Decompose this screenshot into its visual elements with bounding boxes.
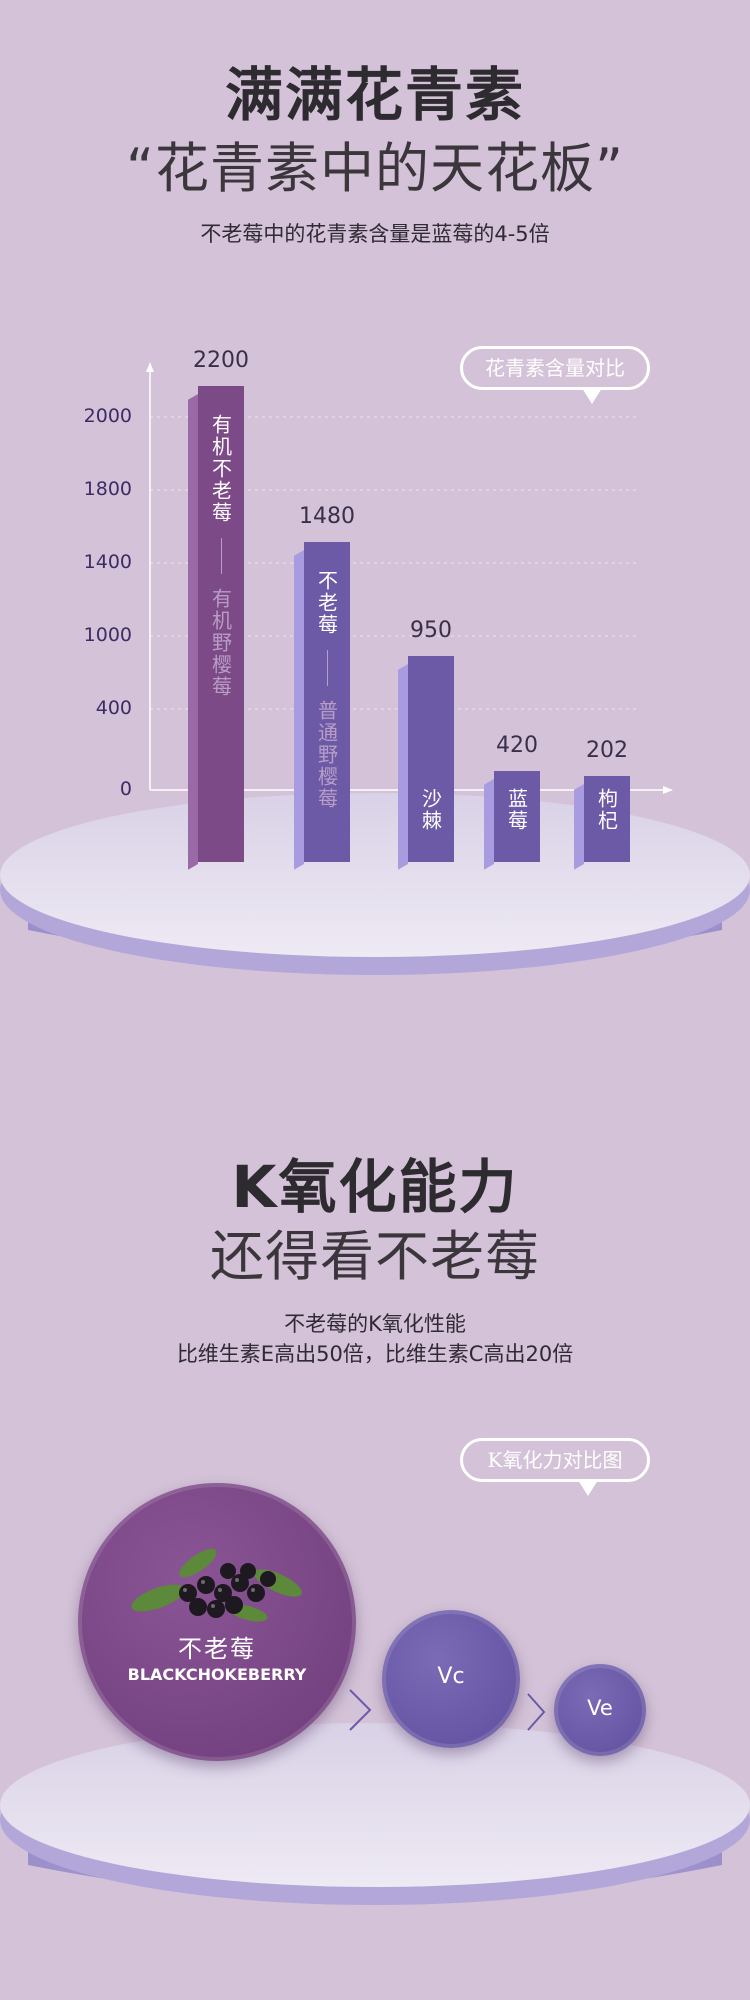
bar-category-label: 蓝莓: [504, 787, 529, 832]
anthocyanin-compare-bubble: 花青素含量对比: [460, 346, 650, 404]
y-tick-label: 2000: [83, 405, 132, 427]
bar-value-label: 2200: [193, 348, 249, 373]
bar-side: [188, 394, 198, 870]
y-tick-label: 1000: [83, 624, 132, 646]
bar-side: [574, 784, 584, 870]
bar-label-divider: [326, 649, 328, 686]
section2-description-line1: 不老莓的K氧化性能: [284, 1312, 466, 1336]
bar: 沙棘: [408, 656, 454, 862]
bar-value-label: 1480: [299, 503, 355, 529]
bar-category-label: 不老莓: [314, 569, 339, 636]
chart-axes: [146, 362, 673, 794]
bar-subcategory-label: 有机野樱莓: [208, 588, 233, 698]
bar: 蓝莓: [494, 771, 540, 862]
circle-platform: [0, 1723, 750, 1905]
section1-description: 不老莓中的花青素含量是蓝莓的4-5倍: [200, 222, 550, 246]
chart-platform: [0, 793, 750, 975]
y-tick-label: 0: [119, 778, 132, 800]
section1-subtitle: “花青素中的天花板”: [126, 137, 624, 200]
bubble-tail: [578, 1480, 598, 1496]
chokeberry-en-label: BLACKCHOKEBERRY: [127, 1665, 307, 1684]
bar-value-label: 950: [410, 618, 452, 644]
vitamin-e-label: Ve: [587, 1696, 613, 1720]
y-tick-label: 400: [95, 697, 132, 719]
bar: 有机不老莓有机野樱莓: [198, 386, 244, 862]
bubble-tail: [582, 388, 602, 404]
antioxidant-compare-bubble: K氧化力对比图: [460, 1438, 650, 1496]
bar: 枸杞: [584, 776, 630, 862]
chokeberry-circle: 不老莓 BLACKCHOKEBERRY: [78, 1483, 356, 1761]
bar-category-label: 有机不老莓: [208, 414, 233, 524]
chevron-right-icon: [349, 1689, 372, 1731]
bar-side: [398, 664, 408, 870]
berry-cluster-icon: [131, 1548, 302, 1622]
chevron-right-icon: [527, 1693, 546, 1731]
section1-title: 满满花青素: [224, 61, 525, 129]
bar-subcategory-label: 普通野樱莓: [314, 699, 339, 810]
vitamin-c-circle: Vc: [382, 1610, 520, 1748]
bar-value-label: 420: [496, 733, 538, 759]
y-tick-label: 1400: [83, 551, 132, 573]
bar: 不老莓 普通野樱莓: [304, 541, 350, 862]
section2-subtitle: 还得看不老莓: [210, 1225, 540, 1288]
bar-side: [484, 779, 494, 870]
vitamin-c-label: Vc: [437, 1664, 465, 1689]
section2-description-line2: 比维生素E高出50倍，比维生素C高出20倍: [176, 1342, 574, 1366]
bar-category-label: 枸杞: [594, 788, 619, 832]
y-tick-label: 1800: [83, 478, 132, 500]
section2-title: K氧化能力: [231, 1153, 519, 1221]
chokeberry-cn-label: 不老莓: [178, 1635, 256, 1663]
bar-value-label: 202: [586, 738, 628, 763]
vitamin-e-circle: Ve: [554, 1664, 646, 1756]
bubble-label: 花青素含量对比: [460, 346, 650, 390]
bar-label-divider: [220, 538, 222, 574]
bar-category-label: 沙棘: [418, 787, 443, 832]
bar-side: [294, 549, 304, 870]
bubble-label: K氧化力对比图: [460, 1438, 650, 1482]
